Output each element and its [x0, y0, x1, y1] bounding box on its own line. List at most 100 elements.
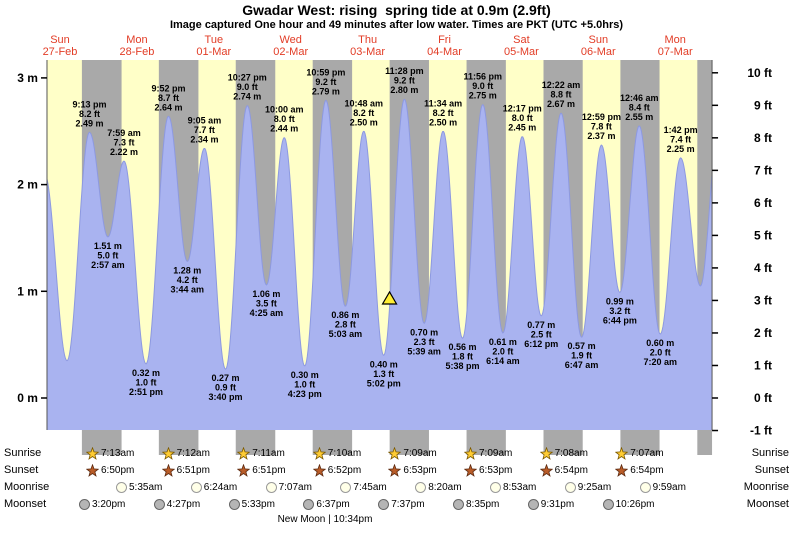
- moonset-circle-icon: [228, 499, 240, 510]
- sunset-star-icon: [615, 464, 629, 477]
- moonrise-circle-icon: [415, 482, 427, 493]
- moonset-circle-icon: [153, 499, 165, 510]
- right-axis-label: 4 ft: [754, 261, 772, 275]
- sunset-star-icon: [161, 464, 175, 477]
- moonrise-time: 9:59am: [652, 482, 686, 493]
- moonset-entry: 6:37pm: [303, 497, 350, 512]
- tide-extreme-annotation: 9:13 pm: [73, 99, 107, 109]
- tide-extreme-annotation: 9.2 ft: [394, 76, 415, 86]
- left-axis-label: 2 m: [17, 178, 38, 192]
- tide-extreme-annotation: 3.2 ft: [609, 306, 630, 316]
- tide-extreme-annotation: 2.67 m: [547, 99, 575, 109]
- sunset-star-icon: [388, 464, 402, 477]
- tide-extreme-annotation: 7.8 ft: [591, 122, 612, 132]
- moonrise-entry: 7:07am: [265, 480, 312, 495]
- sunrise-entry: 7:13am: [86, 446, 134, 461]
- tide-extreme-annotation: 12:46 am: [620, 93, 659, 103]
- sunrise-time: 7:09am: [479, 448, 513, 459]
- tide-extreme-annotation: 2.0 ft: [492, 346, 513, 356]
- tide-extreme-annotation: 5:39 am: [407, 346, 441, 356]
- day-label-name: Sun: [50, 34, 70, 46]
- day-label-date: 05-Mar: [504, 46, 539, 58]
- sunrise-star-icon: [615, 447, 629, 460]
- moonrise-circle-icon: [564, 482, 576, 493]
- moonrise-time: 5:35am: [129, 482, 163, 493]
- left-axis-label: 0 m: [17, 391, 38, 405]
- tide-extreme-annotation: 4:23 pm: [288, 389, 322, 399]
- tide-extreme-annotation: 0.70 m: [410, 327, 438, 337]
- current-time-marker: [381, 290, 398, 305]
- moon-phase-label: New Moon | 10:34pm: [277, 514, 373, 525]
- tide-extreme-annotation: 5:03 am: [329, 329, 363, 339]
- moonrise-time: 9:25am: [577, 482, 612, 493]
- tide-extreme-annotation: 2.80 m: [390, 85, 418, 95]
- sunrise-time: 7:10am: [327, 448, 362, 459]
- tide-extreme-annotation: 2.79 m: [312, 86, 340, 96]
- tide-extreme-annotation: 2:51 pm: [129, 387, 163, 397]
- moonset-time: 9:31pm: [540, 499, 575, 510]
- tide-extreme-annotation: 1:42 pm: [664, 125, 698, 135]
- tide-extreme-annotation: 2.74 m: [233, 92, 261, 102]
- tide-extreme-annotation: 12:59 pm: [582, 112, 621, 122]
- moonset-entry: 5:33pm: [228, 497, 275, 512]
- tide-extreme-annotation: 1.9 ft: [571, 351, 592, 361]
- tide-extreme-annotation: 0.57 m: [568, 341, 596, 351]
- tide-extreme-annotation: 2.55 m: [625, 112, 653, 122]
- tide-extreme-annotation: 0.86 m: [331, 310, 359, 320]
- tide-extreme-annotation: 0.56 m: [449, 342, 477, 352]
- tide-extreme-annotation: 2.49 m: [76, 118, 104, 128]
- day-label-name: Wed: [279, 34, 301, 46]
- tide-extreme-annotation: 5:02 pm: [367, 378, 401, 388]
- day-label-name: Thu: [358, 34, 377, 46]
- page-title: Gwadar West: rising spring tide at 0.9m …: [242, 2, 551, 18]
- day-label-name: Mon: [664, 34, 685, 46]
- tide-extreme-annotation: 9.0 ft: [237, 82, 258, 92]
- tide-extreme-annotation: 9.0 ft: [472, 81, 493, 91]
- tide-extreme-annotation: 3:44 am: [171, 284, 205, 294]
- sunset-star-icon: [464, 464, 477, 477]
- sunset-time: 6:54pm: [630, 465, 664, 476]
- sunrise-star-icon: [312, 447, 326, 460]
- sunset-time: 6:51pm: [176, 465, 210, 476]
- moonset-circle-icon: [527, 499, 539, 510]
- sunrise-star-icon: [464, 447, 477, 460]
- sunset-time: 6:54pm: [554, 465, 588, 476]
- tide-extreme-annotation: 0.61 m: [489, 337, 517, 347]
- sunrise-star-icon: [539, 447, 553, 460]
- astro-row-label-sunset-left: Sunset: [4, 464, 39, 476]
- tide-extreme-annotation: 7.4 ft: [670, 134, 691, 144]
- moonset-time: 7:37pm: [391, 499, 425, 510]
- tide-extreme-annotation: 8.2 ft: [79, 109, 100, 119]
- sunset-time: 6:52pm: [327, 465, 362, 476]
- tide-extreme-annotation: 10:00 am: [265, 105, 304, 115]
- moonset-entry: 7:37pm: [378, 497, 425, 512]
- day-label-name: Sun: [589, 34, 609, 46]
- day-label-date: 01-Mar: [196, 46, 231, 58]
- right-axis-label: 5 ft: [754, 228, 772, 242]
- sunrise-star-icon: [237, 447, 251, 460]
- moonrise-entry: 8:20am: [415, 480, 462, 495]
- tide-extreme-annotation: 8.2 ft: [353, 108, 374, 118]
- tide-extreme-annotation: 6:44 pm: [603, 315, 637, 325]
- tide-extreme-annotation: 7:59 am: [107, 128, 141, 138]
- moonrise-circle-icon: [265, 482, 277, 493]
- tide-extreme-annotation: 2.44 m: [270, 124, 298, 134]
- moonset-entry: 4:27pm: [153, 497, 200, 512]
- sunset-entry: 6:54pm: [615, 463, 664, 478]
- sunset-entry: 6:51pm: [237, 463, 286, 478]
- moonrise-entry: 7:45am: [340, 480, 387, 495]
- sunrise-entry: 7:09am: [464, 446, 512, 461]
- tide-extreme-annotation: 7.7 ft: [194, 125, 215, 135]
- tide-extreme-annotation: 7.3 ft: [114, 138, 135, 148]
- tide-extreme-annotation: 3:40 pm: [209, 392, 243, 402]
- tide-extreme-annotation: 9:05 am: [188, 115, 222, 125]
- page-subtitle: Image captured One hour and 49 minutes a…: [169, 19, 624, 31]
- moonrise-entry: 5:35am: [116, 480, 162, 495]
- astro-row-label-sunrise-left: Sunrise: [4, 447, 42, 459]
- astro-row-label-sunrise-right: Sunrise: [751, 447, 789, 459]
- sunset-star-icon: [237, 464, 251, 477]
- tide-extreme-annotation: 2.64 m: [155, 102, 183, 112]
- astro-row-label-moonset-left: Moonset: [4, 498, 47, 510]
